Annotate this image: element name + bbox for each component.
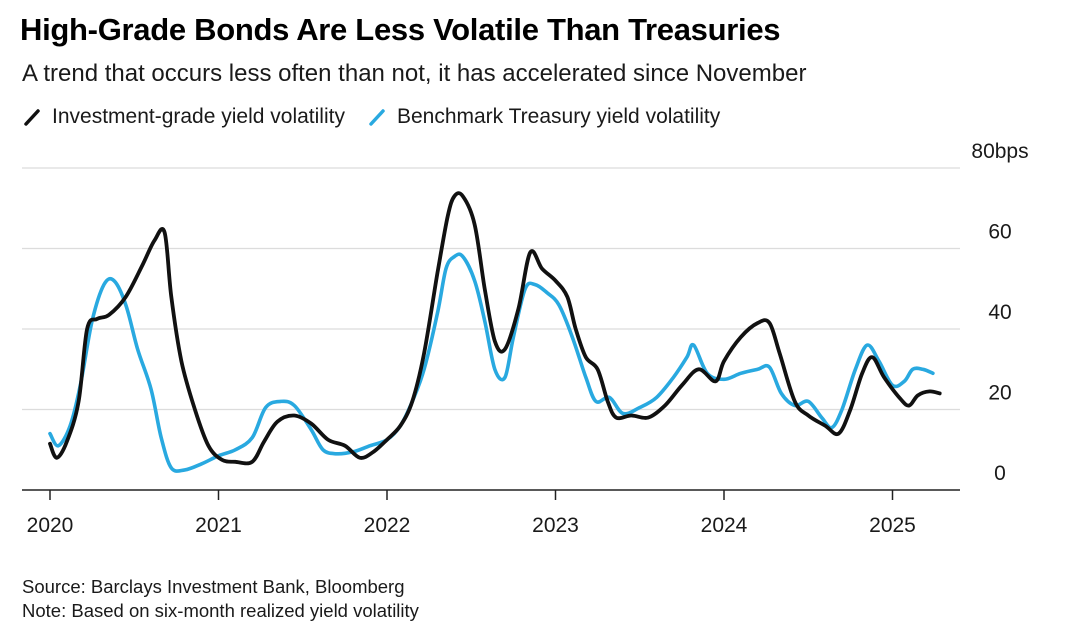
series-lines <box>48 191 942 473</box>
y-tick-label-60: 60 <box>988 221 1011 244</box>
series-line-investment-grade <box>48 191 942 466</box>
y-tick-label-0: 0 <box>994 462 1006 485</box>
chart-title: High-Grade Bonds Are Less Volatile Than … <box>20 12 781 47</box>
grid-lines <box>22 167 960 411</box>
x-axis <box>22 489 960 500</box>
methodology-note: Note: Based on six-month realized yield … <box>22 600 419 621</box>
line-chart: 0 20 40 60 80bps 2020 2021 2022 2023 2024 2025 <box>22 140 1029 537</box>
legend: Investment-grade yield volatility Benchm… <box>22 104 742 130</box>
y-axis-labels: 0 20 40 60 80bps <box>971 140 1028 485</box>
x-axis-labels: 2020 2021 2022 2023 2024 2025 <box>27 514 916 537</box>
legend-item-investment-grade: Investment-grade yield volatility <box>22 105 345 129</box>
legend-item-treasury: Benchmark Treasury yield volatility <box>367 105 720 129</box>
x-tick-label-2021: 2021 <box>195 514 242 537</box>
chart-subtitle: A trend that occurs less often than not,… <box>22 60 807 87</box>
source-note: Source: Barclays Investment Bank, Bloomb… <box>22 576 405 597</box>
legend-label-treasury: Benchmark Treasury yield volatility <box>396 105 721 128</box>
x-tick-label-2025: 2025 <box>869 514 916 537</box>
y-tick-label-80: 80bps <box>971 140 1028 163</box>
legend-swatch-investment-grade <box>24 109 40 126</box>
legend-label-investment-grade: Investment-grade yield volatility <box>52 105 345 128</box>
y-tick-label-40: 40 <box>988 301 1011 324</box>
y-tick-label-20: 20 <box>988 382 1011 405</box>
x-tick-label-2024: 2024 <box>701 514 748 537</box>
x-tick-label-2022: 2022 <box>364 514 411 537</box>
x-tick-label-2020: 2020 <box>27 514 74 537</box>
legend-swatch-treasury <box>369 109 385 126</box>
x-tick-label-2023: 2023 <box>532 514 579 537</box>
